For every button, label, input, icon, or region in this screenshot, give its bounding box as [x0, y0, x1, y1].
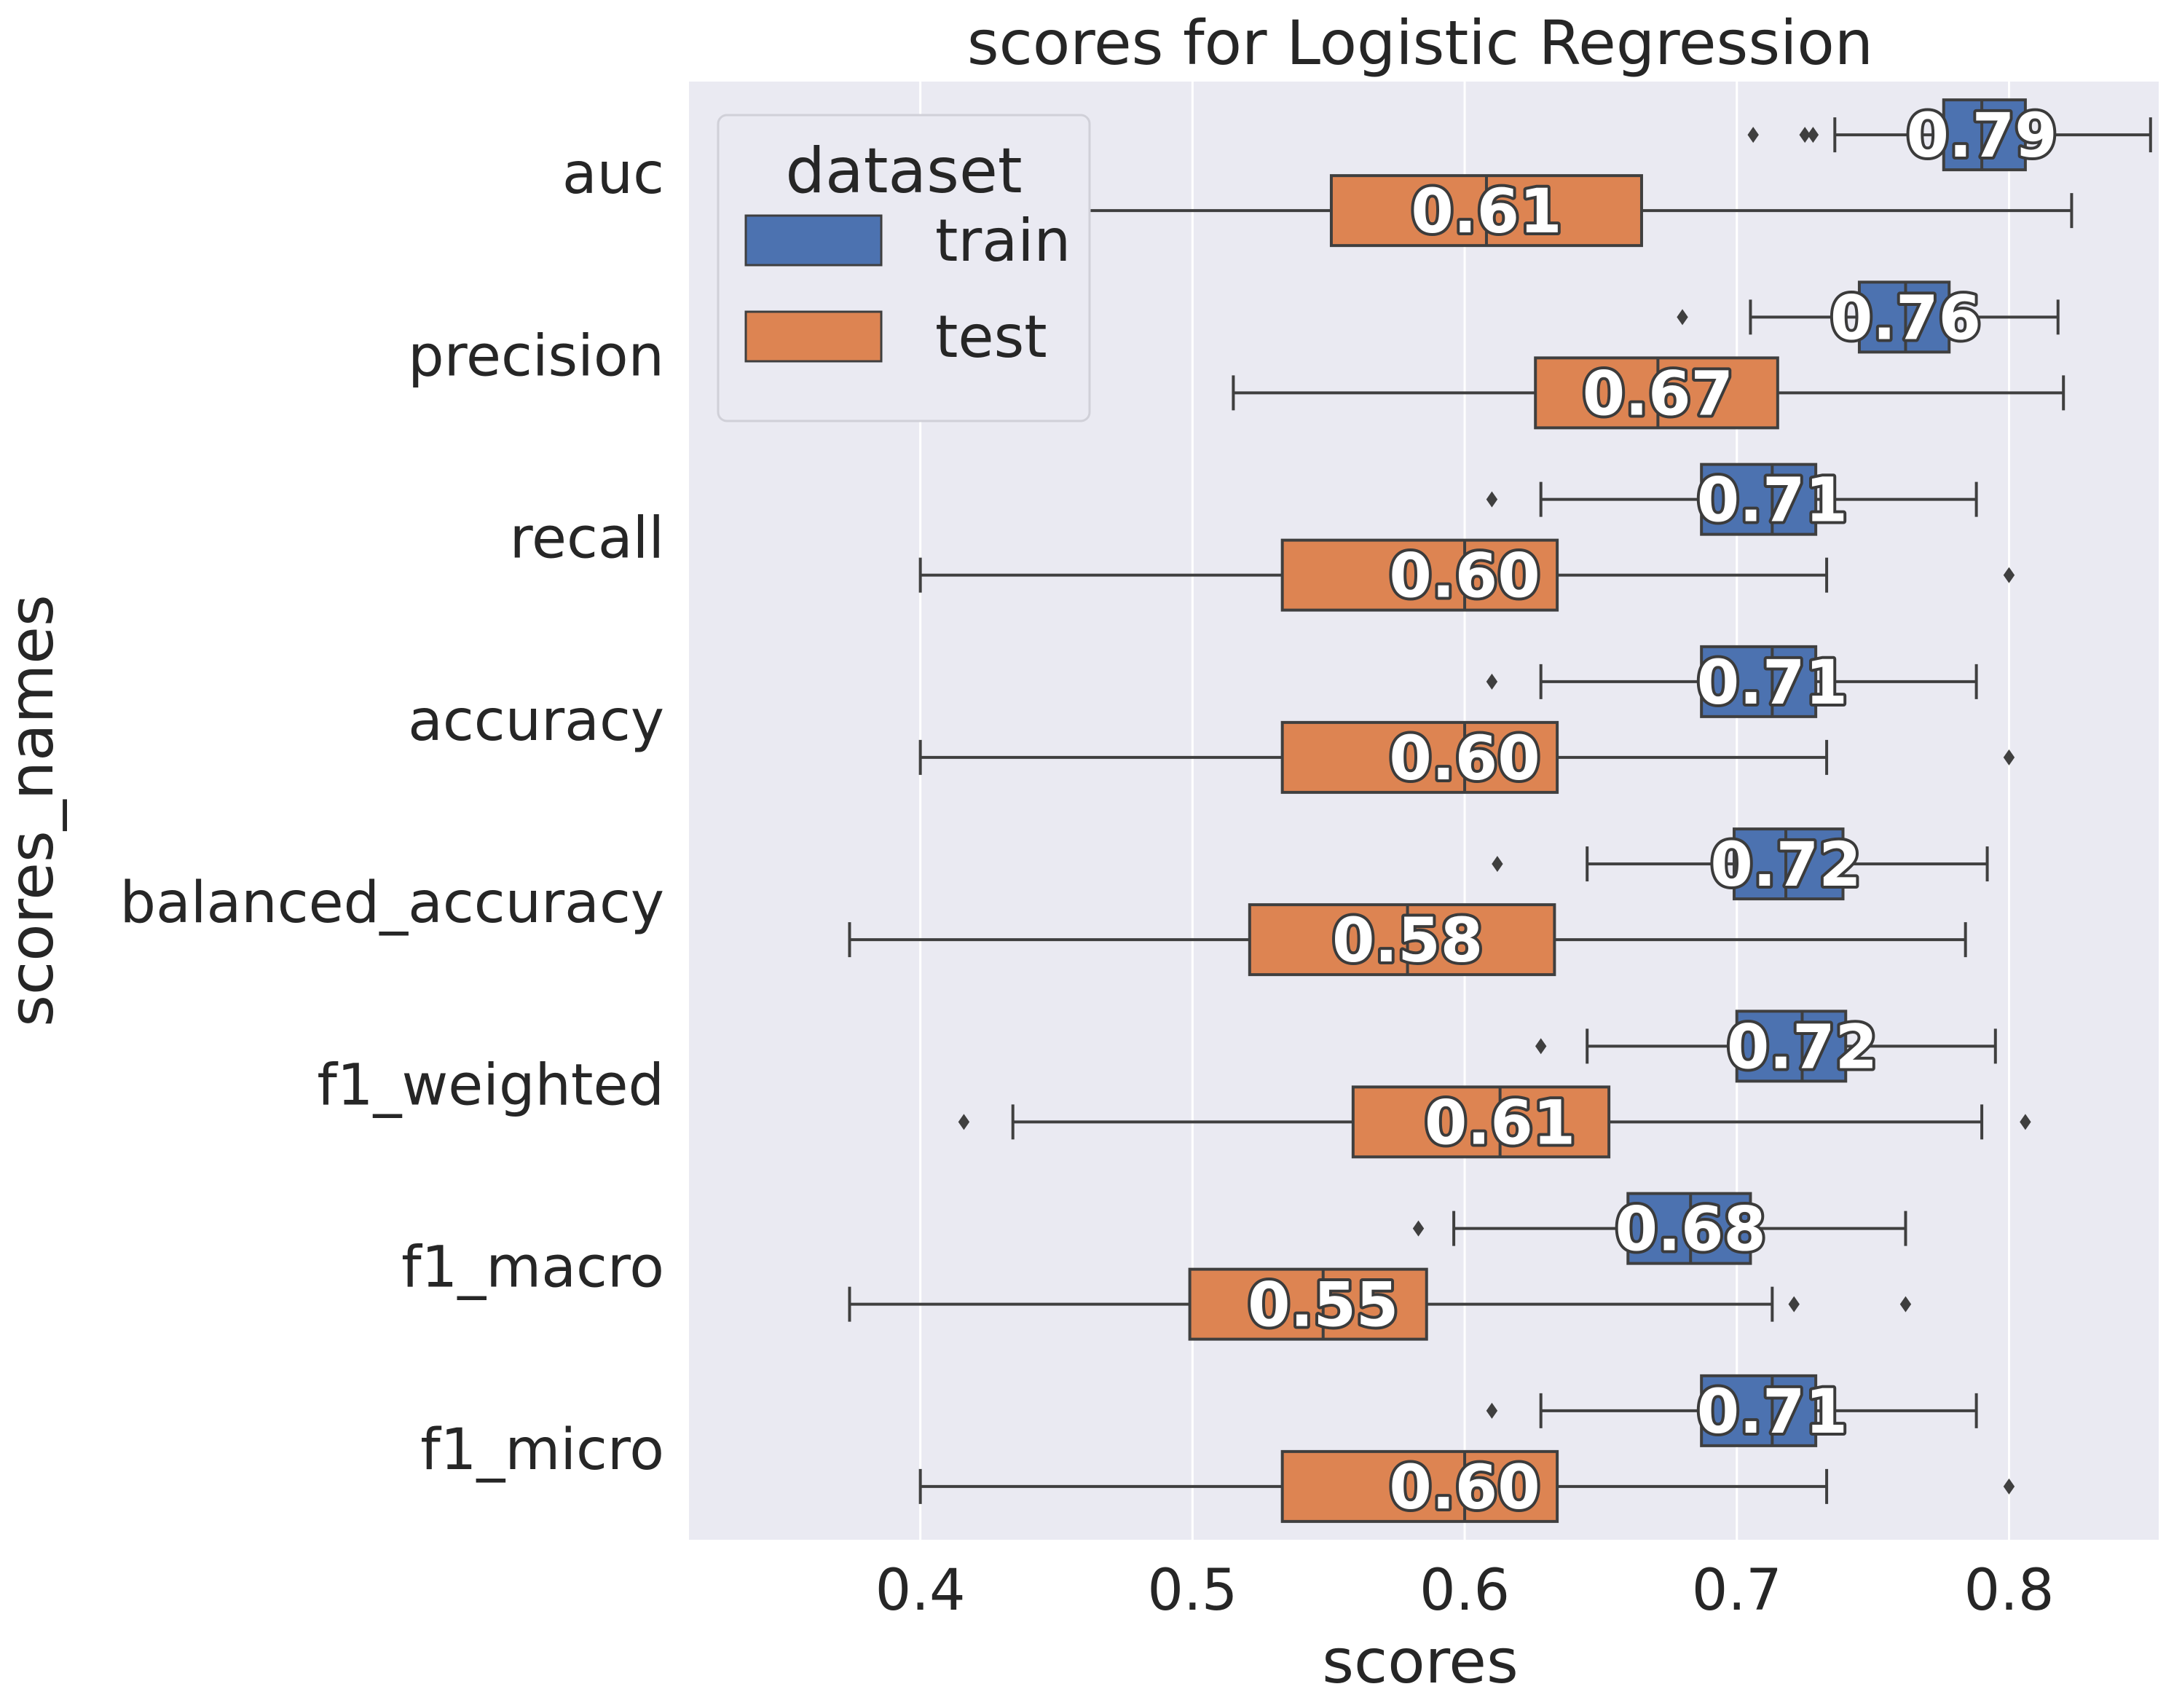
median-label: 0.72 — [1710, 829, 1861, 900]
chart-title: scores for Logistic Regression — [967, 7, 1873, 79]
outlier-marker — [1535, 1038, 1547, 1055]
median-label: 0.60 — [1389, 1452, 1540, 1523]
outlier-marker — [2003, 749, 2015, 766]
y-tick-label: f1_weighted — [317, 1052, 664, 1118]
x-tick-label: 0.5 — [1147, 1558, 1237, 1624]
y-axis-label: scores_names — [0, 594, 67, 1026]
y-tick-labels: auc precision recall accuracy balanced_accur… — [119, 141, 664, 1483]
outlier-marker — [1788, 1296, 1800, 1313]
box-test-f1_micro — [918, 1449, 2015, 1523]
outlier-marker — [2020, 1114, 2031, 1130]
median-label: 0.71 — [1697, 647, 1848, 718]
box-train-recall — [1486, 463, 1978, 536]
box-test-accuracy — [918, 720, 2015, 794]
median-label: 0.58 — [1332, 905, 1483, 976]
x-tick-labels: 0.4 0.5 0.6 0.7 0.8 — [875, 1558, 2055, 1624]
box-train-precision — [1677, 280, 2060, 354]
legend-title: dataset — [785, 135, 1022, 208]
box-iqr — [1942, 98, 2027, 172]
median-label: 0.79 — [1906, 100, 2057, 171]
outlier-marker — [1677, 309, 1688, 326]
outlier-marker — [1412, 1220, 1425, 1237]
box-train-auc — [1747, 98, 2152, 172]
box-iqr — [1248, 903, 1556, 977]
median-label: 0.71 — [1697, 1376, 1848, 1447]
legend-swatch-test — [744, 310, 883, 363]
x-tick-label: 0.8 — [1964, 1558, 2054, 1624]
legend-label-train: train — [935, 207, 1071, 275]
y-tick-label: f1_micro — [420, 1417, 664, 1483]
median-label: 0.60 — [1389, 540, 1540, 612]
legend-swatch-train — [744, 214, 883, 267]
box-iqr — [1700, 463, 1818, 536]
box-iqr — [1351, 1085, 1611, 1159]
box-train-balanced_accuracy — [1492, 827, 1989, 901]
outlier-marker — [1492, 856, 1503, 873]
median-label: 0.76 — [1830, 282, 1981, 353]
outlier-marker — [958, 1114, 970, 1130]
outlier-marker — [1899, 1296, 1912, 1313]
box-iqr — [1188, 1267, 1428, 1341]
outlier-marker — [2003, 1478, 2015, 1495]
y-tick-label: f1_macro — [401, 1235, 664, 1301]
box-test-precision — [1232, 356, 2065, 430]
legend-label-test: test — [935, 303, 1047, 371]
box-test-balanced_accuracy — [848, 903, 1967, 977]
box-iqr — [1280, 538, 1559, 612]
box-train-f1_micro — [1486, 1374, 1978, 1447]
y-tick-label: precision — [408, 323, 664, 389]
median-label: 0.55 — [1248, 1270, 1398, 1341]
box-iqr — [1280, 1449, 1559, 1523]
median-label: 0.71 — [1697, 465, 1848, 536]
box-iqr — [1735, 1010, 1848, 1083]
outlier-marker — [2003, 567, 2015, 583]
median-label: 0.60 — [1389, 723, 1540, 794]
box-iqr — [1280, 720, 1559, 794]
box-iqr — [1700, 645, 1818, 718]
x-tick-label: 0.6 — [1419, 1558, 1510, 1624]
median-label: 0.72 — [1727, 1011, 1878, 1082]
box-iqr — [1733, 827, 1845, 901]
box-iqr — [1700, 1374, 1818, 1447]
outlier-marker — [1486, 673, 1498, 690]
outlier-marker — [1486, 1402, 1498, 1419]
y-tick-label: auc — [562, 141, 664, 207]
y-tick-label: accuracy — [408, 688, 664, 754]
box-test-f1_weighted — [958, 1085, 2031, 1159]
outlier-marker — [1807, 127, 1819, 143]
median-label: 0.67 — [1583, 358, 1733, 429]
outlier-marker — [1747, 127, 1759, 143]
box-test-recall — [918, 538, 2015, 612]
y-tick-label: recall — [510, 506, 664, 572]
y-tick-label: balanced_accuracy — [119, 870, 664, 936]
box-train-f1_macro — [1412, 1192, 1907, 1265]
median-label: 0.61 — [1425, 1087, 1575, 1158]
legend: dataset train test — [717, 114, 1091, 422]
median-label: 0.61 — [1411, 176, 1562, 247]
box-train-accuracy — [1486, 645, 1978, 718]
x-axis-label: scores — [1322, 1626, 1518, 1697]
outlier-marker — [1486, 491, 1498, 508]
x-tick-label: 0.7 — [1692, 1558, 1782, 1624]
median-labels: 0.79 0.76 0.71 0.71 0.72 0.72 0.68 0.71 0.61 0.67… — [1245, 97, 2060, 1526]
outlier-marker — [1799, 127, 1811, 143]
x-tick-label: 0.4 — [875, 1558, 966, 1624]
boxes — [751, 98, 2152, 1523]
median-label: 0.68 — [1615, 1194, 1766, 1265]
box-train-f1_weighted — [1535, 1010, 1997, 1083]
box-test-f1_macro — [848, 1267, 1912, 1341]
